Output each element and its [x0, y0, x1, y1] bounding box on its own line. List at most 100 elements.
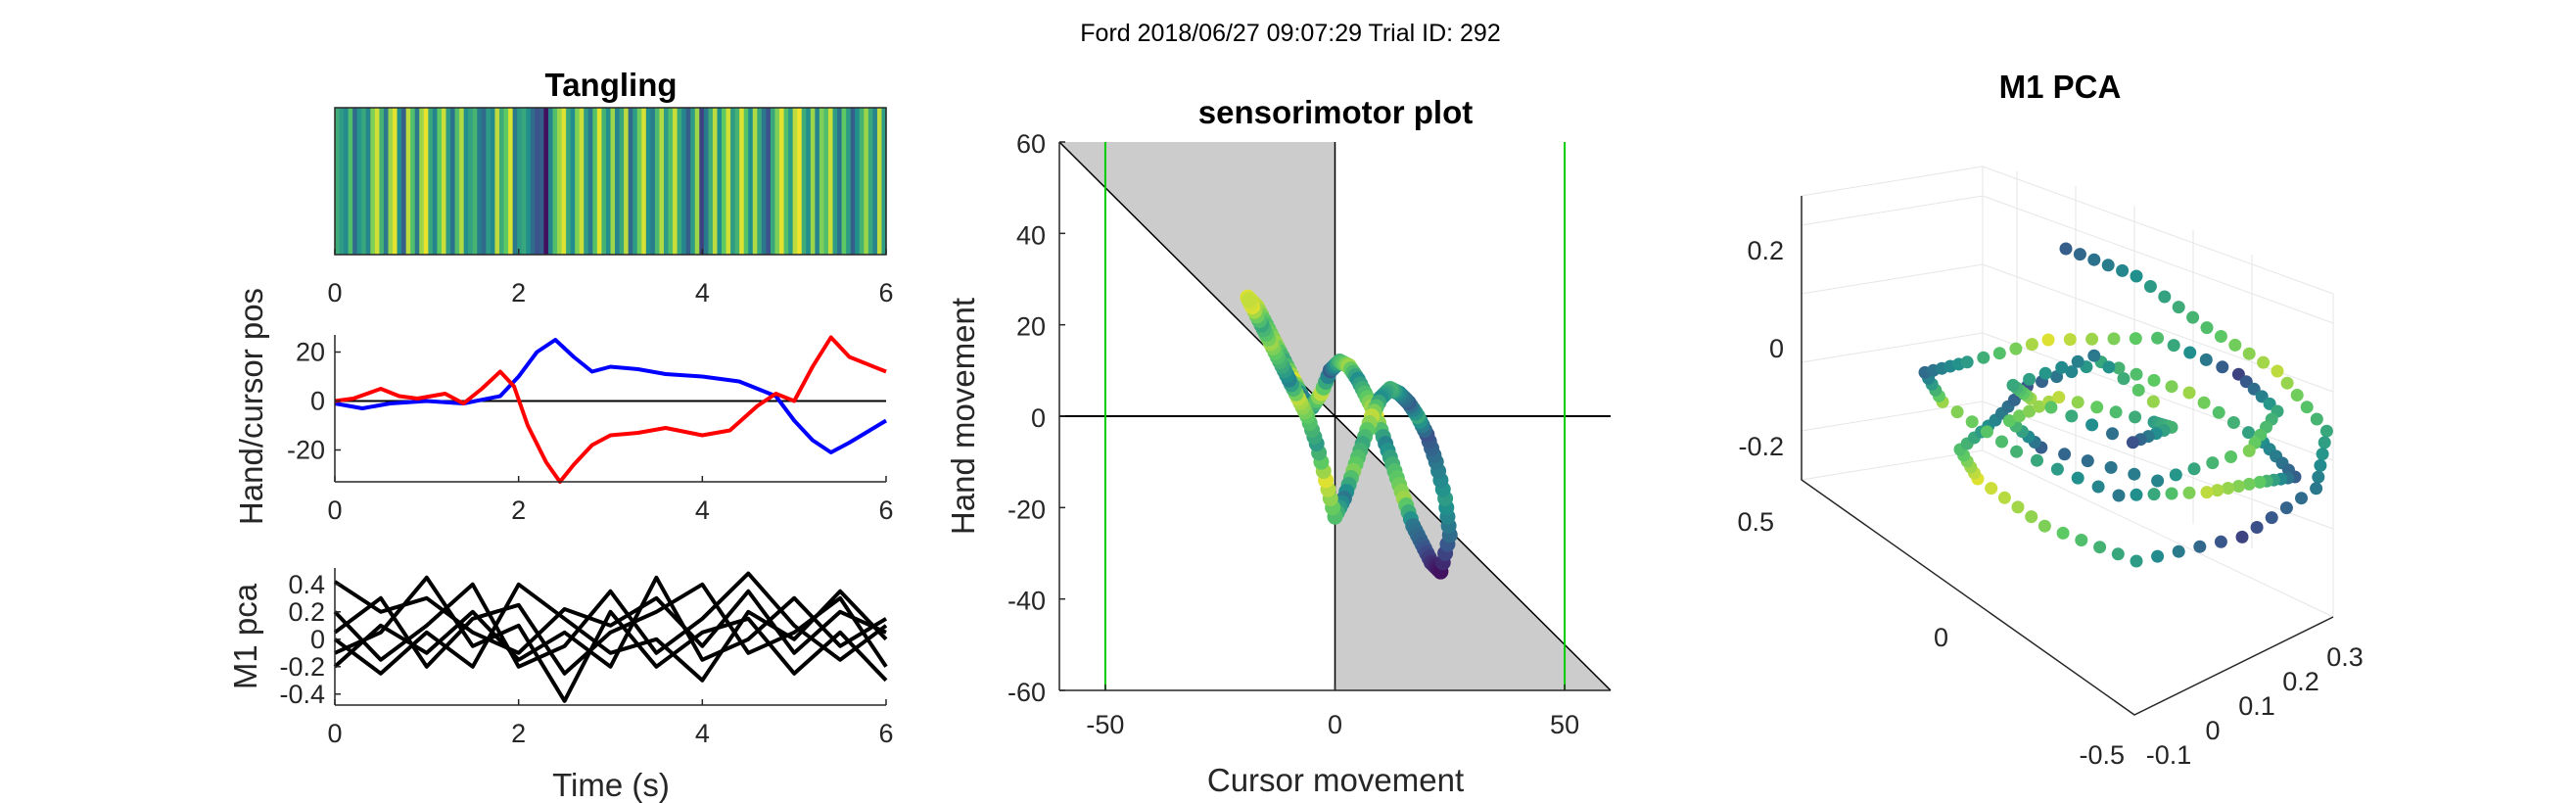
x-tick-label: 2 [511, 496, 526, 525]
pca-point [2279, 501, 2293, 515]
heatmap-cell [628, 108, 633, 255]
pca-point [2231, 480, 2245, 493]
hand-cursor-ylabel: Hand/cursor pos [233, 288, 269, 525]
pca-point [2013, 409, 2026, 423]
cursor-line [334, 335, 887, 484]
pca-point [2242, 477, 2256, 491]
pca-point [2071, 354, 2084, 368]
sensorimotor-plot: -50 0 50 60 40 20 0 -20 -40 -60 [1007, 129, 1612, 739]
pca-point [2147, 488, 2161, 501]
heatmap-cell [726, 108, 731, 255]
series-line [333, 575, 888, 669]
pca-point [2235, 530, 2249, 543]
hand-cursor-plot: 0 2 4 6 20 0 -20 [287, 335, 894, 525]
heatmap-cell [774, 108, 780, 255]
heatmap-cell [610, 108, 616, 255]
heatmap-cell [815, 108, 820, 255]
heatmap-cell [441, 108, 447, 255]
x-tick-label: 0 [327, 719, 342, 748]
pca-point [2006, 378, 2020, 392]
heatmap-cell [841, 108, 847, 255]
x-tick-label: 0.3 [2326, 642, 2364, 672]
heatmap-cell [566, 108, 572, 255]
pca-point [2300, 401, 2314, 414]
heatmap-cell [690, 108, 696, 255]
heatmap-cell [797, 108, 803, 255]
heatmap-cell [881, 108, 887, 255]
heatmap-cell [837, 108, 843, 255]
x-tick-label: 2 [511, 719, 526, 748]
y-tick-label: 60 [1016, 129, 1046, 159]
pca-point [2169, 468, 2182, 482]
heatmap-cell [437, 108, 443, 255]
pca-point [2126, 436, 2139, 449]
heatmap-cell [801, 108, 807, 255]
pca-point [2130, 367, 2143, 381]
pca-point [2109, 405, 2123, 419]
pca-point [2158, 290, 2172, 304]
heatmap-cell [397, 108, 402, 255]
heatmap-cell [374, 108, 381, 255]
x-tick-label: 0 [1328, 710, 1342, 739]
heatmap-cell [673, 108, 679, 255]
pca-point [2316, 448, 2329, 461]
pca-point [2023, 372, 2037, 386]
heatmap-cell [486, 108, 492, 255]
pca-point [2031, 453, 2043, 467]
pca-point [2197, 396, 2211, 409]
x-tick-label: 6 [878, 278, 893, 307]
heatmap-cell [734, 108, 740, 255]
heatmap-cell [717, 108, 723, 255]
heatmap-cell [681, 108, 687, 255]
heatmap-cell [388, 108, 394, 255]
pca-point [2187, 462, 2201, 476]
heatmap-cell [819, 108, 825, 255]
pca-point [2151, 331, 2165, 345]
suptitle: Ford 2018/06/27 09:07:29 Trial ID: 292 [1080, 20, 1500, 47]
heatmap-cell [650, 108, 656, 255]
heatmap-cell [432, 108, 439, 255]
pca-point [2101, 259, 2115, 272]
pca-point [2075, 534, 2088, 546]
pca-point [2111, 547, 2125, 561]
y-tick-label: 20 [1016, 312, 1046, 342]
pca-point [2271, 364, 2284, 378]
pca-point [2010, 445, 2024, 458]
series-line [334, 575, 888, 703]
pca-point [2183, 346, 2197, 359]
pca-point [2131, 383, 2145, 397]
pca-point [2117, 372, 2131, 386]
pca-point [1985, 482, 1998, 496]
pca-point [2093, 541, 2107, 554]
pca-point [2041, 333, 2055, 347]
pca-point [2063, 333, 2077, 347]
pca-point [2242, 426, 2255, 440]
y-tick-label: -0.5 [2079, 740, 2125, 770]
series-line [333, 580, 887, 655]
y-tick-label: -20 [1007, 495, 1046, 524]
y-tick-label: 0 [1031, 403, 1046, 433]
heatmap-cell [663, 108, 670, 255]
heatmap-cell [748, 108, 754, 255]
heatmap-cell [335, 108, 341, 255]
pca-point [2106, 427, 2119, 441]
heatmap-cell [730, 108, 736, 255]
heatmap-cell [770, 108, 776, 255]
pca-point [2214, 330, 2227, 343]
heatmap-cell [575, 108, 581, 255]
heatmap-cell [668, 108, 674, 255]
pca-point [2318, 436, 2331, 449]
heatmap-cell [428, 108, 434, 255]
tangling-panel: Tangling 0 2 4 6 [327, 67, 893, 307]
tangling-x-ticks: 0 2 4 6 [327, 249, 894, 307]
heatmap-cell [352, 108, 358, 255]
pca-point [1950, 405, 1964, 419]
pca-point [2090, 401, 2104, 414]
x-tick-label: 4 [695, 278, 710, 307]
heatmap-cell [459, 108, 465, 255]
heatmap-cell [601, 108, 607, 255]
heatmap-cell [401, 108, 407, 255]
hand-line [334, 338, 888, 454]
heatmap-cell [592, 108, 598, 255]
